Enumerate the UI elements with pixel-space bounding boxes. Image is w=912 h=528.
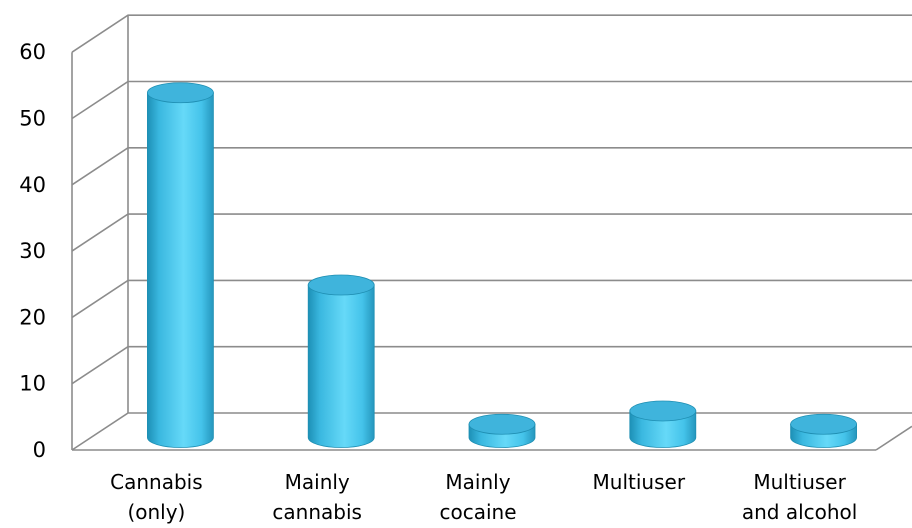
x-axis-ticks: Cannabis (only) Mainly cannabis Mainly cocain… xyxy=(110,470,857,524)
x-tick-label: Mainly cannabis xyxy=(272,470,362,524)
bar-top xyxy=(629,400,697,422)
gridline xyxy=(71,14,912,53)
bar xyxy=(307,274,375,448)
x-tick-label: Multiuser and alcohol xyxy=(742,470,858,524)
bar-body xyxy=(147,92,214,448)
y-tick-label: 60 xyxy=(19,40,46,64)
bar xyxy=(146,82,214,448)
bar xyxy=(790,413,857,448)
floor-edge xyxy=(875,425,912,451)
bar-top xyxy=(307,274,375,296)
plot-frame xyxy=(71,15,912,451)
y-tick-label: 40 xyxy=(19,173,46,197)
y-tick-label: 50 xyxy=(19,107,46,131)
y-axis-ticks: 0 10 20 30 40 50 60 xyxy=(19,40,46,462)
y-tick-label: 10 xyxy=(19,372,46,396)
y-tick-label: 20 xyxy=(19,305,46,329)
bar xyxy=(629,400,697,448)
y-tick-label: 0 xyxy=(33,438,46,462)
bar-top xyxy=(468,413,536,435)
x-tick-label: Multiuser xyxy=(593,470,686,494)
y-tick-label: 30 xyxy=(19,239,46,263)
x-tick-label: Mainly cocaine xyxy=(439,470,516,524)
x-tick-label: Cannabis (only) xyxy=(110,470,203,524)
bars xyxy=(146,82,857,448)
bar-top xyxy=(790,413,857,435)
bar-body xyxy=(629,410,697,448)
bar-top xyxy=(146,82,214,104)
bar-body xyxy=(307,284,375,448)
bar xyxy=(468,413,536,448)
